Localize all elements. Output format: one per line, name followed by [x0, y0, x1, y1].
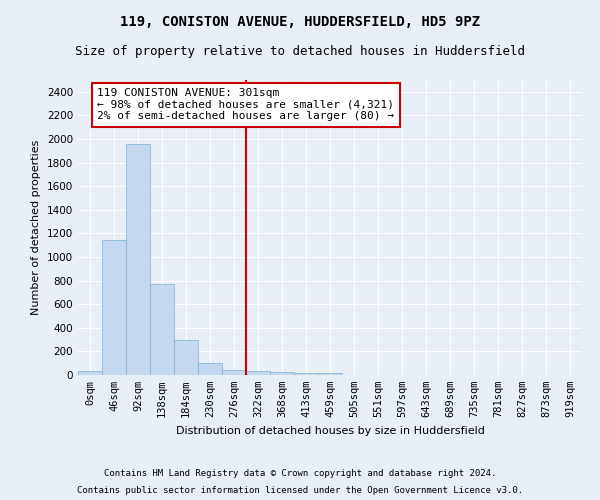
- Bar: [318, 373, 342, 375]
- Text: Contains HM Land Registry data © Crown copyright and database right 2024.: Contains HM Land Registry data © Crown c…: [104, 468, 496, 477]
- Y-axis label: Number of detached properties: Number of detached properties: [31, 140, 41, 315]
- Bar: [246, 371, 270, 375]
- Text: Contains public sector information licensed under the Open Government Licence v3: Contains public sector information licen…: [77, 486, 523, 495]
- Bar: [222, 370, 246, 375]
- Bar: [294, 373, 318, 375]
- X-axis label: Distribution of detached houses by size in Huddersfield: Distribution of detached houses by size …: [176, 426, 484, 436]
- Bar: [150, 284, 174, 375]
- Bar: [126, 144, 150, 375]
- Text: 119, CONISTON AVENUE, HUDDERSFIELD, HD5 9PZ: 119, CONISTON AVENUE, HUDDERSFIELD, HD5 …: [120, 15, 480, 29]
- Text: Size of property relative to detached houses in Huddersfield: Size of property relative to detached ho…: [75, 45, 525, 58]
- Bar: [78, 372, 102, 375]
- Bar: [174, 340, 198, 375]
- Bar: [198, 363, 222, 375]
- Bar: [102, 240, 126, 375]
- Bar: [270, 372, 294, 375]
- Text: 119 CONISTON AVENUE: 301sqm
← 98% of detached houses are smaller (4,321)
2% of s: 119 CONISTON AVENUE: 301sqm ← 98% of det…: [97, 88, 394, 122]
